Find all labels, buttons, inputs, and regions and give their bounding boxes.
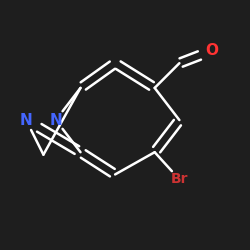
Text: N: N	[50, 112, 62, 128]
Text: Br: Br	[171, 172, 188, 186]
Text: O: O	[205, 43, 218, 58]
Text: N: N	[20, 112, 32, 128]
